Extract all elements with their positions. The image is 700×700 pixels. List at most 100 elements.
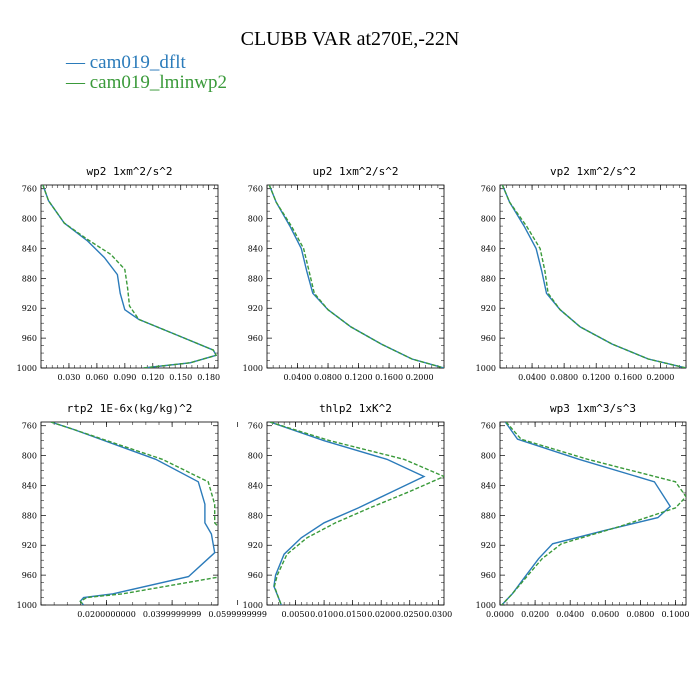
- y-tick-label: 960: [481, 571, 496, 580]
- panel-title: wp3 1xm^3/s^3: [550, 402, 636, 415]
- y-tick-label: 960: [248, 334, 263, 343]
- x-tick-label: 0.1600: [614, 373, 642, 382]
- x-tick-label: 0.0250: [396, 610, 424, 619]
- y-tick-label: 840: [22, 244, 37, 253]
- y-tick-label: 920: [248, 541, 263, 550]
- x-tick-label: 0.0599999999: [208, 610, 267, 619]
- y-tick-label: 760: [22, 185, 37, 194]
- x-tick-label: 0.0800: [550, 373, 578, 382]
- series-line-lminwp2: [501, 422, 686, 605]
- y-tick-label: 960: [22, 334, 37, 343]
- x-tick-label: 0.0300: [424, 610, 452, 619]
- y-tick-label: 1000: [17, 601, 37, 610]
- legend-item-dflt: — cam019_dflt: [66, 53, 186, 73]
- y-tick-label: 880: [22, 274, 37, 283]
- series-line-lminwp2: [269, 422, 444, 605]
- y-tick-label: 760: [248, 422, 263, 431]
- x-tick-label: 0.150: [169, 373, 192, 382]
- x-tick-label: 0.0200: [367, 610, 395, 619]
- series-line-lminwp2: [50, 422, 218, 605]
- plot-frame: [499, 421, 687, 606]
- x-tick-label: 0.1200: [345, 373, 373, 382]
- y-tick-label: 920: [481, 304, 496, 313]
- panel-title: thlp2 1xK^2: [319, 402, 392, 415]
- y-tick-label: 880: [248, 511, 263, 520]
- x-tick-label: 0.0200000000: [77, 610, 136, 619]
- x-tick-label: 0.2000: [646, 373, 674, 382]
- legend-item-lminwp2: — cam019_lminwp2: [66, 73, 227, 93]
- y-tick-label: 840: [481, 481, 496, 490]
- y-tick-label: 920: [22, 304, 37, 313]
- x-tick-label: 0.1000: [661, 610, 689, 619]
- y-tick-label: 960: [481, 334, 496, 343]
- panel-title: wp2 1xm^2/s^2: [86, 165, 172, 178]
- x-tick-label: 0.1200: [582, 373, 610, 382]
- y-tick-label: 840: [481, 244, 496, 253]
- x-tick-label: 0.0399999999: [143, 610, 202, 619]
- y-tick-label: 920: [248, 304, 263, 313]
- x-tick-label: 0.0400: [284, 373, 312, 382]
- panel-6: wp3 1xm^3/s^3 760 800 840 880 920 960 10000.000…: [476, 402, 690, 619]
- y-tick-label: 800: [22, 215, 37, 224]
- x-tick-label: 0.060: [85, 373, 108, 382]
- y-tick-label: 760: [22, 422, 37, 431]
- series-line-dflt: [268, 185, 444, 368]
- y-tick-label: 880: [481, 511, 496, 520]
- y-tick-label: 960: [248, 571, 263, 580]
- x-tick-label: 0.0600: [591, 610, 619, 619]
- y-tick-label: 880: [22, 511, 37, 520]
- y-tick-label: 1000: [476, 601, 496, 610]
- series-line-dflt: [501, 422, 672, 605]
- series-line-lminwp2: [42, 185, 218, 368]
- y-tick-label: 1000: [476, 364, 496, 373]
- y-tick-label: 960: [22, 571, 37, 580]
- x-tick-label: 0.120: [141, 373, 164, 382]
- y-tick-label: 840: [248, 244, 263, 253]
- x-tick-label: 0.0000: [486, 610, 514, 619]
- panel-2: up2 1xm^2/s^2 760 800 840 880 920 960 1000 0.040…: [243, 165, 445, 382]
- y-tick-label: 880: [481, 274, 496, 283]
- y-tick-label: 920: [22, 541, 37, 550]
- y-tick-label: 800: [481, 215, 496, 224]
- x-tick-label: 0.2000: [406, 373, 434, 382]
- x-tick-label: 0.0400: [556, 610, 584, 619]
- legend-line-icon: —: [66, 72, 85, 93]
- y-tick-label: 800: [22, 452, 37, 461]
- y-tick-label: 1000: [17, 364, 37, 373]
- plot-frame: [40, 184, 219, 369]
- x-tick-label: 0.1600: [375, 373, 403, 382]
- y-tick-label: 840: [248, 481, 263, 490]
- x-tick-label: 0.180: [197, 373, 220, 382]
- y-tick-label: 1000: [243, 601, 263, 610]
- x-tick-label: 0.0050: [282, 610, 310, 619]
- plot-frame: [40, 421, 219, 606]
- y-tick-label: 920: [481, 541, 496, 550]
- series-line-dflt: [501, 185, 686, 368]
- panel-title: rtp2 1E-6x(kg/kg)^2: [67, 402, 193, 415]
- x-tick-label: 0.0800: [314, 373, 342, 382]
- series-line-lminwp2: [501, 185, 686, 368]
- panel-1: wp2 1xm^2/s^2 760 800 840 880 920 960 1000 0.030…: [17, 165, 220, 382]
- panel-3: vp2 1xm^2/s^2 760 800 840 880 920 960 1000 0.040…: [476, 165, 687, 382]
- legend-label: cam019_lminwp2: [89, 72, 227, 93]
- y-tick-label: 840: [22, 481, 37, 490]
- y-tick-label: 880: [248, 274, 263, 283]
- y-tick-label: 760: [481, 185, 496, 194]
- series-line-dflt: [50, 422, 216, 605]
- x-tick-label: 0.0150: [339, 610, 367, 619]
- plot-frame: [266, 184, 445, 369]
- plot-frame: [499, 184, 687, 369]
- y-tick-label: 800: [248, 215, 263, 224]
- legend-label: cam019_dflt: [89, 52, 186, 73]
- panel-4: rtp2 1E-6x(kg/kg)^2 760 800 840 880 920 960 100…: [17, 402, 267, 619]
- legend-line-icon: —: [66, 52, 85, 73]
- panel-title: vp2 1xm^2/s^2: [550, 165, 636, 178]
- plot-frame: [266, 421, 445, 606]
- series-line-lminwp2: [268, 185, 444, 368]
- x-tick-label: 0.0100: [310, 610, 338, 619]
- x-tick-label: 0.030: [57, 373, 80, 382]
- x-tick-label: 0.0200: [521, 610, 549, 619]
- series-line-dflt: [269, 422, 426, 605]
